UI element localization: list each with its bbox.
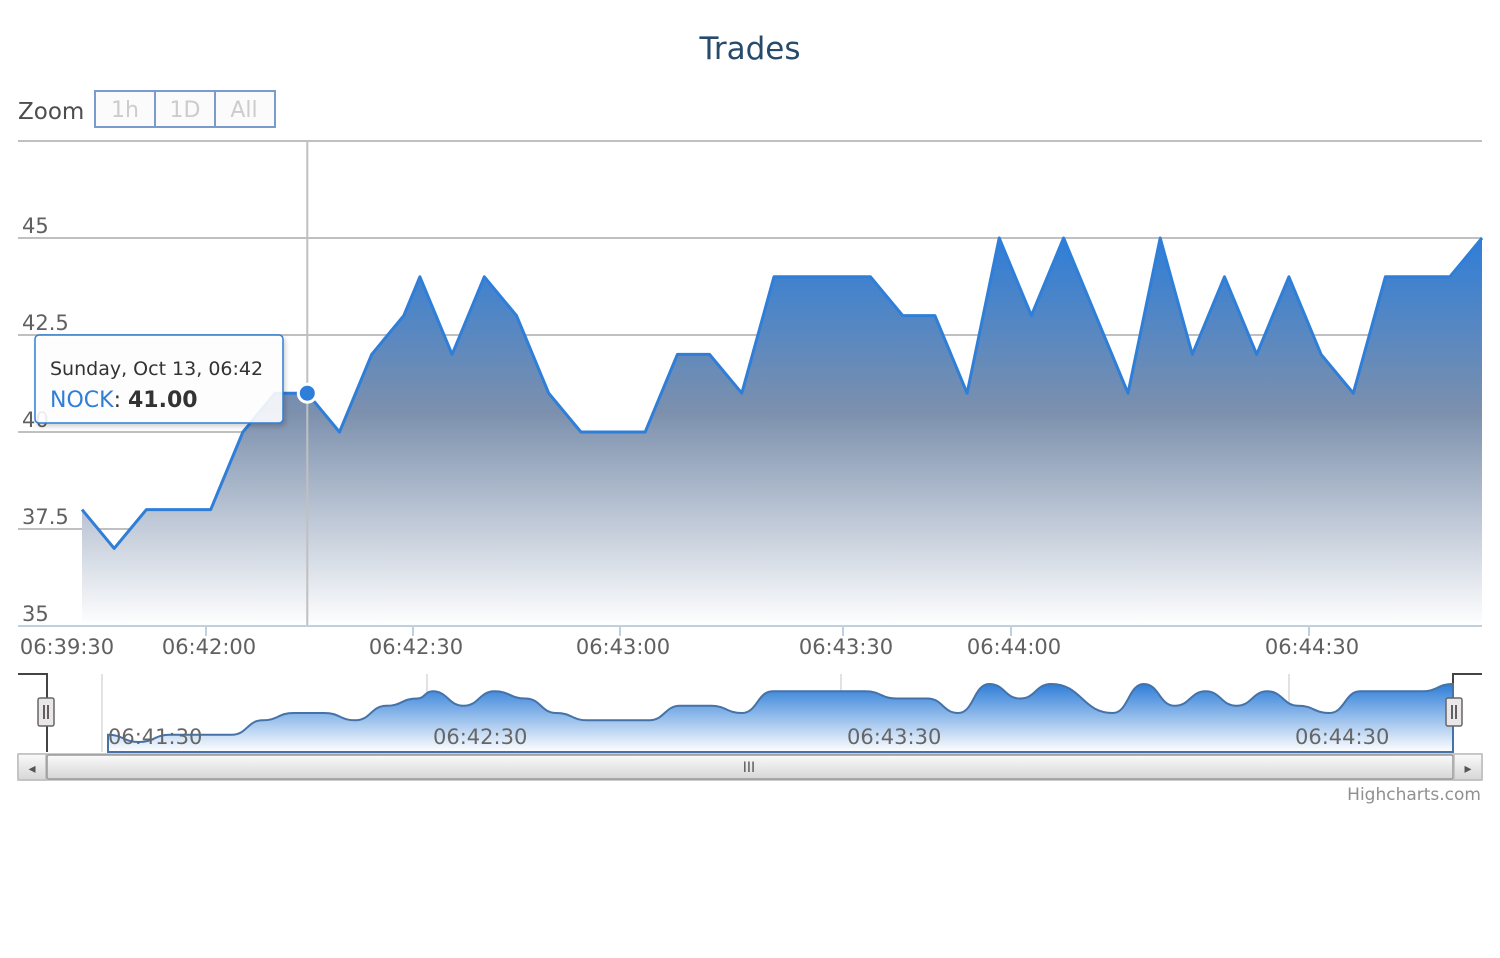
navigator-right-handle[interactable] xyxy=(1445,697,1463,727)
scrollbar-thumb[interactable]: III xyxy=(46,754,1454,780)
x-tick-label: 06:44:00 xyxy=(967,635,1061,659)
zoom-button-1h-label: 1h xyxy=(111,98,139,123)
tooltip-date: Sunday, Oct 13, 06:42 xyxy=(50,358,263,380)
hovered-point xyxy=(296,382,318,404)
x-tick-label: 06:42:30 xyxy=(369,635,463,659)
y-tick-label: 35 xyxy=(22,602,49,626)
zoom-button-1d[interactable]: 1D xyxy=(156,92,215,126)
x-axis-labels: 06:39:30 06:42:00 06:42:30 06:43:00 06:43:30… xyxy=(20,635,1359,659)
y-tick-label: 45 xyxy=(22,214,49,238)
navigator-area xyxy=(107,682,1454,753)
navigator-axis-labels: 06:41:30 06:42:30 06:43:30 06:44:30 xyxy=(108,725,1389,749)
navigator[interactable]: 06:41:30 06:42:30 06:43:30 06:44:30 xyxy=(18,673,1482,753)
zoom-label: Zoom xyxy=(18,99,84,125)
x-axis-ticks xyxy=(205,626,1310,636)
range-selector: Zoom 1h 1D All xyxy=(18,90,276,128)
tooltip: Sunday, Oct 13, 06:42 NOCK: 41.00 xyxy=(34,334,284,424)
zoom-button-1h[interactable]: 1h xyxy=(96,92,155,126)
x-tick-label: 06:39:30 xyxy=(20,635,114,659)
x-tick-label: 06:43:30 xyxy=(799,635,893,659)
x-tick-label: 06:43:00 xyxy=(576,635,670,659)
navigator-left-handle[interactable] xyxy=(37,697,55,727)
series-area-fill xyxy=(82,238,1482,626)
scrollbar-grip-icon: III xyxy=(743,760,755,776)
zoom-button-all[interactable]: All xyxy=(216,92,274,126)
navigator-tick-label: 06:43:30 xyxy=(847,725,941,749)
zoom-button-1d-label: 1D xyxy=(170,98,201,123)
scrollbar-right-button[interactable]: ▸ xyxy=(1453,753,1483,781)
navigator-tick-label: 06:41:30 xyxy=(108,725,202,749)
y-tick-label: 37.5 xyxy=(22,505,69,529)
tooltip-value: 41.00 xyxy=(128,388,198,413)
navigator-tick-label: 06:44:30 xyxy=(1295,725,1389,749)
zoom-button-all-label: All xyxy=(230,98,257,123)
scrollbar-left-button[interactable]: ◂ xyxy=(17,753,47,781)
x-tick-label: 06:44:30 xyxy=(1265,635,1359,659)
scroll-left-arrow-icon: ◂ xyxy=(28,761,35,777)
navigator-tick-label: 06:42:30 xyxy=(433,725,527,749)
scroll-right-arrow-icon: ▸ xyxy=(1464,761,1471,777)
chart-title: Trades xyxy=(698,31,800,67)
scrollbar[interactable]: ◂ III ▸ xyxy=(17,753,1483,781)
tooltip-box xyxy=(34,334,284,424)
y-tick-label: 42.5 xyxy=(22,311,69,335)
series-line xyxy=(80,236,1484,550)
credits-link[interactable]: Highcharts.com xyxy=(1347,785,1481,805)
x-tick-label: 06:42:00 xyxy=(162,635,256,659)
series-points xyxy=(296,382,318,404)
svg-text:NOCK: 41.00: NOCK: 41.00 xyxy=(50,388,198,413)
tooltip-series-name: NOCK xyxy=(50,388,114,413)
